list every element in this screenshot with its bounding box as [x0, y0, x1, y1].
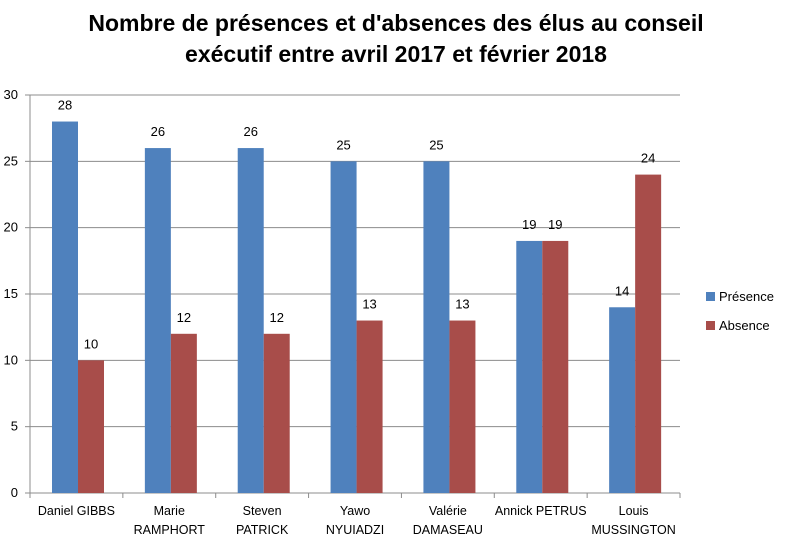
bar-absence — [449, 320, 476, 493]
category-label: PATRICK — [236, 523, 289, 537]
data-label: 12 — [177, 310, 191, 325]
bar-absence — [542, 240, 569, 493]
category-label: MUSSINGTON — [591, 523, 676, 537]
bar-presence — [237, 148, 264, 494]
chart-title: Nombre de présences et d'absences des él… — [0, 8, 792, 70]
bar-absence — [356, 320, 383, 493]
data-label: 12 — [269, 310, 283, 325]
legend-swatch — [706, 321, 715, 330]
category-label: DAMASEAU — [413, 523, 483, 537]
data-label: 13 — [362, 297, 376, 312]
category-label: RAMPHORT — [134, 523, 206, 537]
legend-label: Présence — [719, 289, 774, 304]
category-label: Annick PETRUS — [495, 504, 587, 518]
category-label: Yawo — [340, 504, 370, 518]
category-label: Marie — [154, 504, 185, 518]
category-label: Daniel GIBBS — [38, 504, 115, 518]
y-tick-label: 25 — [4, 153, 18, 168]
data-label: 26 — [151, 124, 165, 139]
category-labels: Daniel GIBBS Marie RAMPHORT Steven PATRICK Ya… — [38, 504, 676, 537]
y-tick-label: 20 — [4, 220, 18, 235]
data-label: 13 — [455, 297, 469, 312]
chart-title-line-1: Nombre de présences et d'absences des él… — [88, 10, 704, 36]
y-tick-label: 5 — [11, 419, 18, 434]
bar-absence — [78, 360, 104, 493]
legend-label: Absence — [719, 318, 770, 333]
category-label: Valérie — [429, 504, 467, 518]
data-label: 28 — [58, 98, 72, 113]
bar-presence — [144, 148, 171, 494]
data-label: 19 — [522, 217, 536, 232]
data-label: 25 — [336, 137, 350, 152]
y-tick-label: 10 — [4, 352, 18, 367]
data-label: 24 — [641, 151, 655, 166]
chart-title-line-2: exécutif entre avril 2017 et février 201… — [185, 41, 607, 67]
category-label: NYUIADZI — [326, 523, 384, 537]
data-label: 26 — [243, 124, 257, 139]
y-tick-label: 30 — [4, 87, 18, 102]
bar-absence — [263, 333, 290, 493]
data-labels: 28 26 26 25 25 19 14 10 12 12 13 13 19 24 — [58, 98, 656, 352]
bar-presence — [423, 161, 450, 494]
data-label: 14 — [615, 283, 629, 298]
data-label: 19 — [548, 217, 562, 232]
data-label: 25 — [429, 137, 443, 152]
bar-presence — [609, 307, 636, 493]
bar-presence — [330, 161, 357, 494]
y-tick-label: 15 — [4, 286, 18, 301]
legend: Présence Absence — [706, 289, 774, 333]
category-label: Steven — [243, 504, 282, 518]
bar-absence — [170, 333, 197, 493]
legend-swatch — [706, 292, 715, 301]
bar-presence — [516, 240, 543, 493]
bars — [52, 121, 662, 494]
bar-presence — [52, 121, 78, 494]
data-label: 10 — [84, 336, 98, 351]
category-label: Louis — [619, 504, 649, 518]
bar-absence — [635, 174, 662, 493]
axes: 0 5 10 15 20 25 30 — [4, 87, 681, 500]
y-tick-label: 0 — [11, 485, 18, 500]
